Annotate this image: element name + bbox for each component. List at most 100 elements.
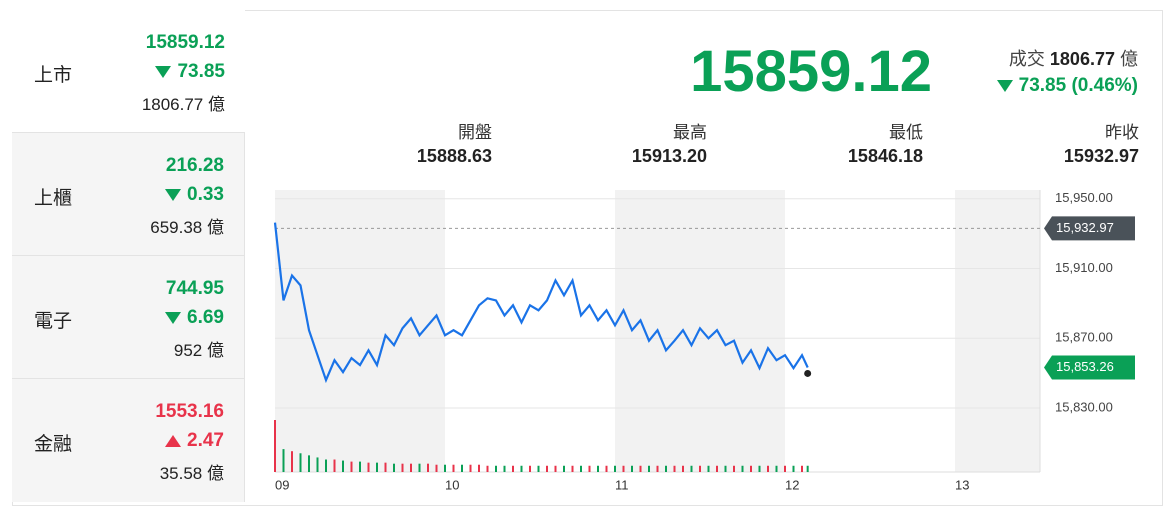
volume-bar (418, 463, 421, 472)
market-item[interactable]: 上櫃 216.28 0.33 659.38 億 (12, 133, 245, 256)
volume-bar (393, 463, 395, 472)
direction-icon (165, 311, 182, 324)
direction-icon (996, 79, 1013, 92)
stat-value: 15846.18 (847, 146, 923, 166)
volume-bar (563, 465, 565, 472)
volume-bar (325, 459, 327, 472)
volume-bar (333, 459, 336, 472)
y-tick-label: 15,870.00 (1055, 330, 1113, 345)
volume-bar (316, 457, 319, 472)
volume-bar (571, 465, 574, 472)
volume-bar (520, 465, 523, 472)
volume-bar (503, 465, 506, 472)
volume-bar (775, 465, 778, 472)
market-change: 2.47 (165, 430, 224, 452)
volume-bar (274, 420, 276, 472)
volume-bar (665, 465, 667, 472)
direction-icon (165, 188, 182, 201)
change-value: 6.69 (187, 307, 224, 328)
amount-label: 成交 (1008, 49, 1045, 69)
market-price: 15859.12 (145, 32, 225, 53)
stat-label: 最高 (673, 123, 707, 142)
market-amount: 1806.77 億 (142, 90, 225, 115)
volume-bar (673, 465, 676, 472)
volume-bar (350, 461, 353, 472)
stat-label: 最低 (889, 123, 923, 142)
last-point (804, 369, 812, 377)
price-tag-label: 15,932.97 (1056, 220, 1114, 235)
market-change: 0.33 (165, 184, 224, 206)
x-tick-label: 09 (275, 477, 289, 492)
amount-value: 659.38 (150, 218, 203, 237)
volume-bar (716, 465, 718, 472)
volume-bar (614, 465, 616, 472)
volume-bar (622, 465, 625, 472)
volume-bar (690, 465, 693, 472)
market-price: 216.28 (165, 155, 224, 176)
volume-bar (656, 465, 659, 472)
volume-bar (342, 460, 344, 472)
volume-bar (724, 465, 727, 472)
market-name: 金融 (34, 434, 73, 455)
y-tick-label: 15,950.00 (1055, 190, 1113, 205)
amount-value: 1806.77 (141, 95, 204, 114)
volume-bar (299, 453, 302, 472)
quote-amount: 成交 1806.77 億 (1009, 45, 1138, 71)
volume-bar (546, 465, 548, 472)
quote-change: 73.85 (0.46%) (996, 75, 1138, 97)
market-item[interactable]: 上市 15859.12 73.85 1806.77 億 (12, 10, 245, 133)
volume-bar (792, 465, 795, 472)
change-value: 73.85 (177, 61, 225, 82)
volume-bar (495, 465, 497, 472)
volume-bar (580, 465, 582, 472)
time-band (445, 190, 615, 472)
volume-bar (682, 465, 684, 472)
volume-bar (376, 462, 378, 472)
amount-value: 952 (173, 341, 203, 360)
y-tick-label: 15,910.00 (1055, 260, 1113, 275)
volume-bar (384, 462, 387, 472)
change-value: 73.85 (1018, 75, 1067, 96)
volume-bar (648, 465, 650, 472)
market-name: 電子 (34, 311, 73, 332)
stat-value: 15913.20 (631, 146, 707, 166)
time-band (785, 190, 955, 472)
volume-bar (554, 465, 557, 472)
market-name: 上市 (34, 65, 73, 86)
volume-bar (452, 464, 455, 472)
market-price: 1553.16 (155, 401, 224, 422)
volume-bar (359, 461, 361, 472)
price-tag (1044, 355, 1135, 380)
quote-price: 15859.12 (690, 39, 932, 104)
volume-bar (401, 463, 404, 472)
volume-bar (631, 465, 633, 472)
volume-bar (444, 464, 446, 472)
x-tick-label: 13 (955, 477, 969, 492)
time-band (275, 190, 445, 472)
volume-bar (801, 465, 803, 472)
volume-bar (435, 464, 438, 472)
amount-value: 1806.77 (1049, 49, 1115, 69)
volume-bar (597, 465, 599, 472)
market-change: 73.85 (155, 61, 225, 83)
market-item[interactable]: 電子 744.95 6.69 952 億 (12, 256, 245, 379)
volume-bar (767, 465, 769, 472)
x-tick-label: 12 (785, 477, 799, 492)
market-amount: 35.58 億 (160, 459, 224, 484)
change-value: 0.33 (187, 184, 224, 205)
market-item[interactable]: 金融 1553.16 2.47 35.58 億 (12, 379, 245, 502)
direction-icon (155, 65, 172, 78)
amount-value: 35.58 (159, 464, 203, 483)
volume-bar (741, 465, 744, 472)
market-amount: 952 億 (174, 336, 224, 361)
volume-bar (733, 465, 735, 472)
stat-value: 15888.63 (416, 146, 492, 166)
price-line (273, 222, 809, 384)
amount-unit: 億 (207, 218, 224, 237)
market-change: 6.69 (165, 307, 224, 329)
volume-bar (588, 465, 591, 472)
volume-bar (707, 465, 710, 472)
volume-bar (469, 464, 472, 472)
